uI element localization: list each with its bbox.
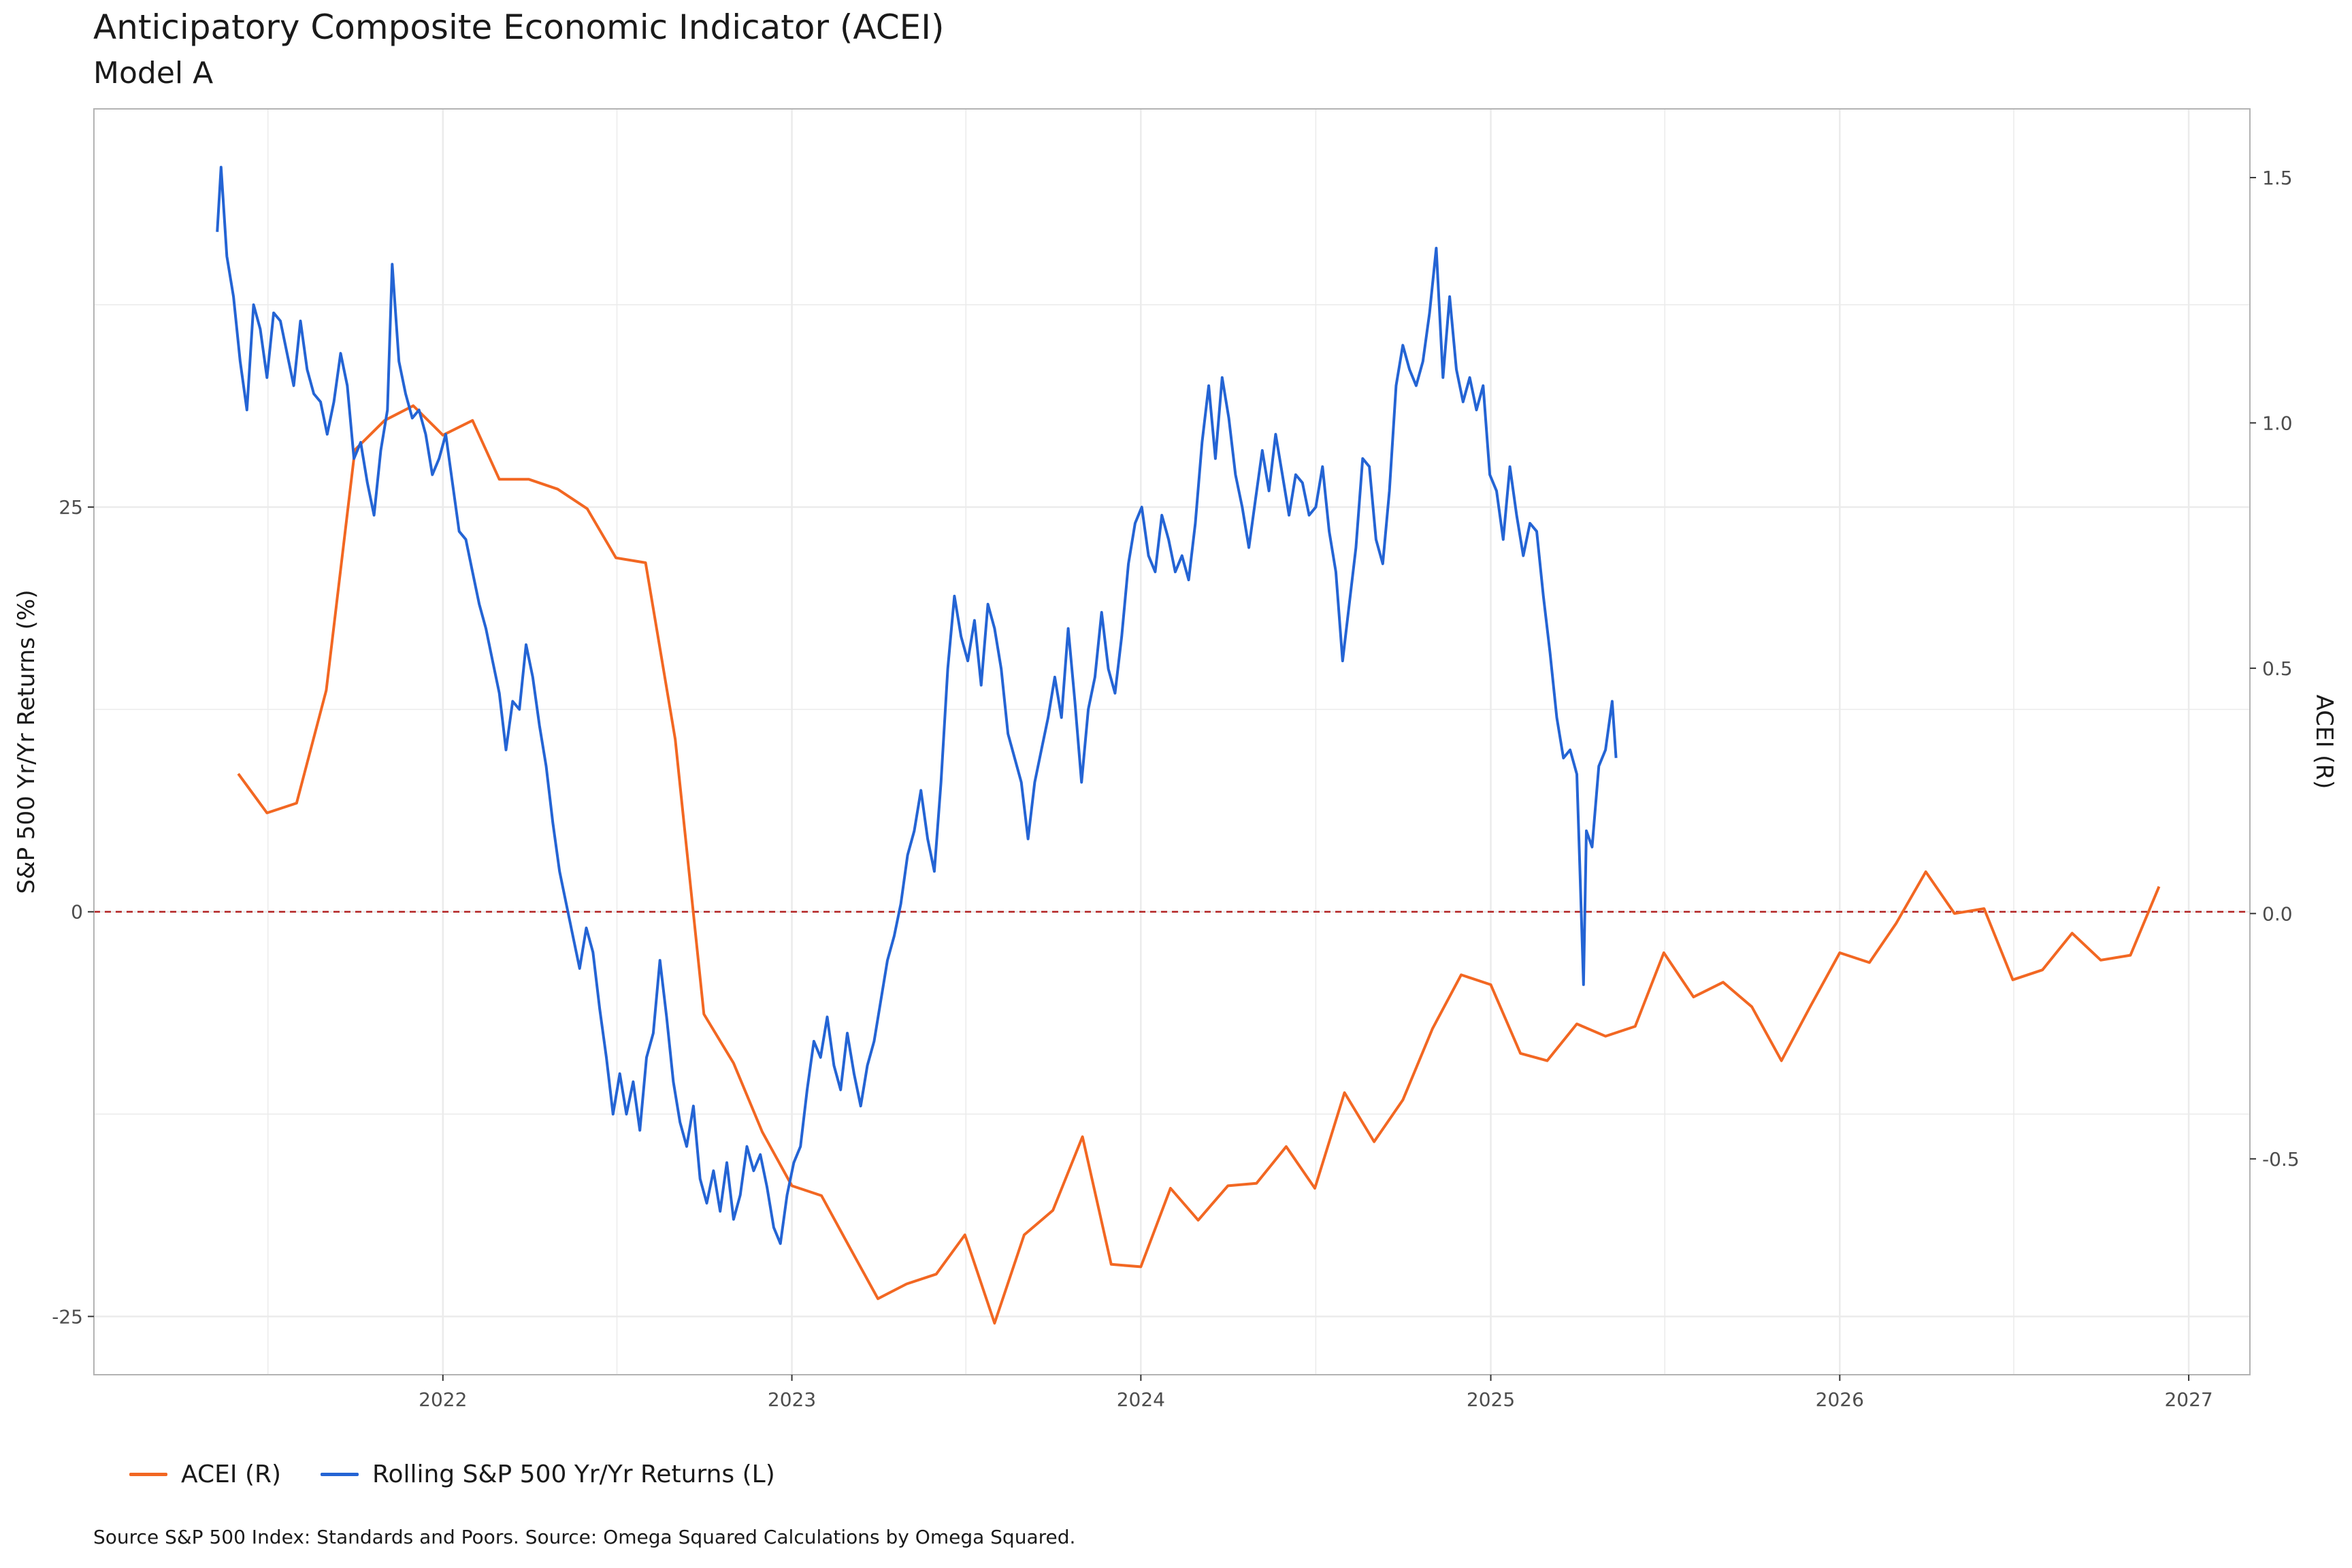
right-axis: -0.5 0.0 0.5 1.0 1.5 (2250, 167, 2300, 1171)
left-axis-tick-label: 0 (71, 901, 83, 924)
legend-item-sp500: Rolling S&P 500 Yr/Yr Returns (L) (321, 1460, 775, 1488)
legend-label-acei: ACEI (R) (181, 1460, 282, 1488)
x-axis-tick-label: 2025 (1467, 1388, 1515, 1411)
right-axis-tick-label: 1.0 (2262, 412, 2293, 434)
x-axis-tick-label: 2024 (1117, 1388, 1165, 1411)
chart-subtitle: Model A (93, 56, 214, 91)
plot-panel (94, 109, 2250, 1375)
legend-label-sp500: Rolling S&P 500 Yr/Yr Returns (L) (372, 1460, 775, 1488)
left-axis: -25 0 25 (52, 496, 94, 1328)
legend-key-acei (129, 1473, 167, 1476)
left-axis-tick-label: -25 (52, 1305, 83, 1328)
grid-layer (94, 109, 2250, 1375)
x-axis-tick-label: 2027 (2164, 1388, 2212, 1411)
left-axis-title: S&P 500 Yr/Yr Returns (%) (13, 589, 40, 894)
x-axis-tick-label: 2023 (768, 1388, 816, 1411)
legend: ACEI (R) Rolling S&P 500 Yr/Yr Returns (… (129, 1460, 775, 1488)
right-axis-tick-label: 0.5 (2262, 657, 2293, 680)
panel-border (93, 108, 2251, 1375)
acei-series-line (237, 404, 2161, 1325)
legend-item-acei: ACEI (R) (129, 1460, 281, 1488)
chart-title: Anticipatory Composite Economic Indicato… (93, 7, 945, 47)
right-axis-title: ACEI (R) (2310, 695, 2338, 789)
x-axis: 2022 2023 2024 2025 2026 2027 (419, 1375, 2213, 1411)
source-caption: Source S&P 500 Index: Standards and Poor… (93, 1526, 1076, 1548)
right-axis-tick-label: 1.5 (2262, 167, 2293, 189)
right-axis-tick-label: 0.0 (2262, 902, 2293, 925)
x-axis-tick-label: 2022 (419, 1388, 467, 1411)
left-axis-tick-label: 25 (59, 496, 83, 519)
right-axis-tick-label: -0.5 (2262, 1148, 2300, 1171)
x-axis-tick-label: 2026 (1816, 1388, 1864, 1411)
legend-key-sp500 (321, 1473, 359, 1476)
sp500-series-line (216, 165, 1618, 1245)
